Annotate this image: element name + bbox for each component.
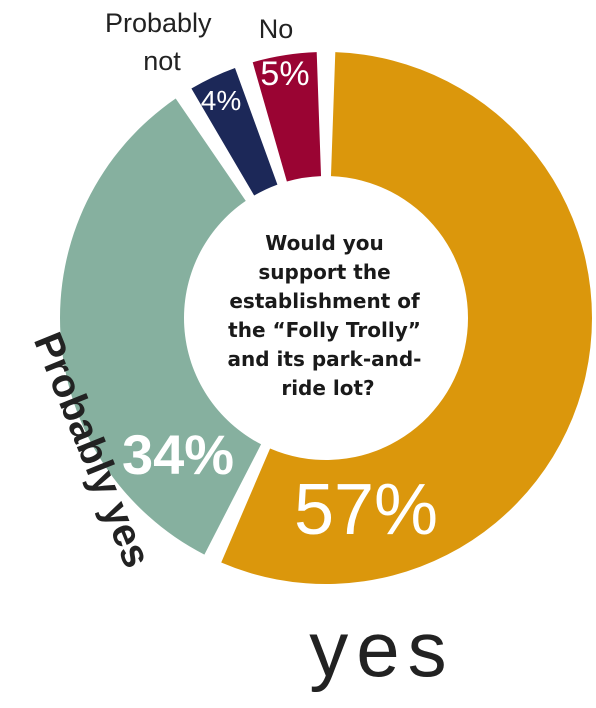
question-line: establishment of <box>229 289 420 313</box>
question-line: and its park-and- <box>228 347 422 371</box>
svg-text:Would you support the: Would you support the establishment of t… <box>228 231 429 400</box>
value-label-yes: 57% <box>294 470 438 550</box>
value-label-no: 5% <box>260 55 309 93</box>
value-label-probably-yes: 34% <box>122 423 234 486</box>
value-label-probably-not: 4% <box>201 85 241 116</box>
category-label-probably-not: Probably not <box>105 8 219 76</box>
slice-no <box>252 52 322 182</box>
category-label-yes: yes <box>309 605 454 693</box>
question-line: the “Folly Trolly” <box>228 318 421 342</box>
slice-yes <box>221 52 592 585</box>
category-label-line: not <box>143 46 181 76</box>
center-question: Would you support the establishment of t… <box>228 231 429 400</box>
slice-probably-not <box>191 68 278 196</box>
donut-slices <box>60 52 592 585</box>
question-line: ride lot? <box>281 376 374 400</box>
category-label-line: Probably <box>105 8 212 38</box>
question-line: Would you <box>265 231 383 255</box>
question-line: support the <box>258 260 390 284</box>
slice-probably-yes <box>60 98 262 555</box>
category-label-no: No <box>259 14 294 44</box>
